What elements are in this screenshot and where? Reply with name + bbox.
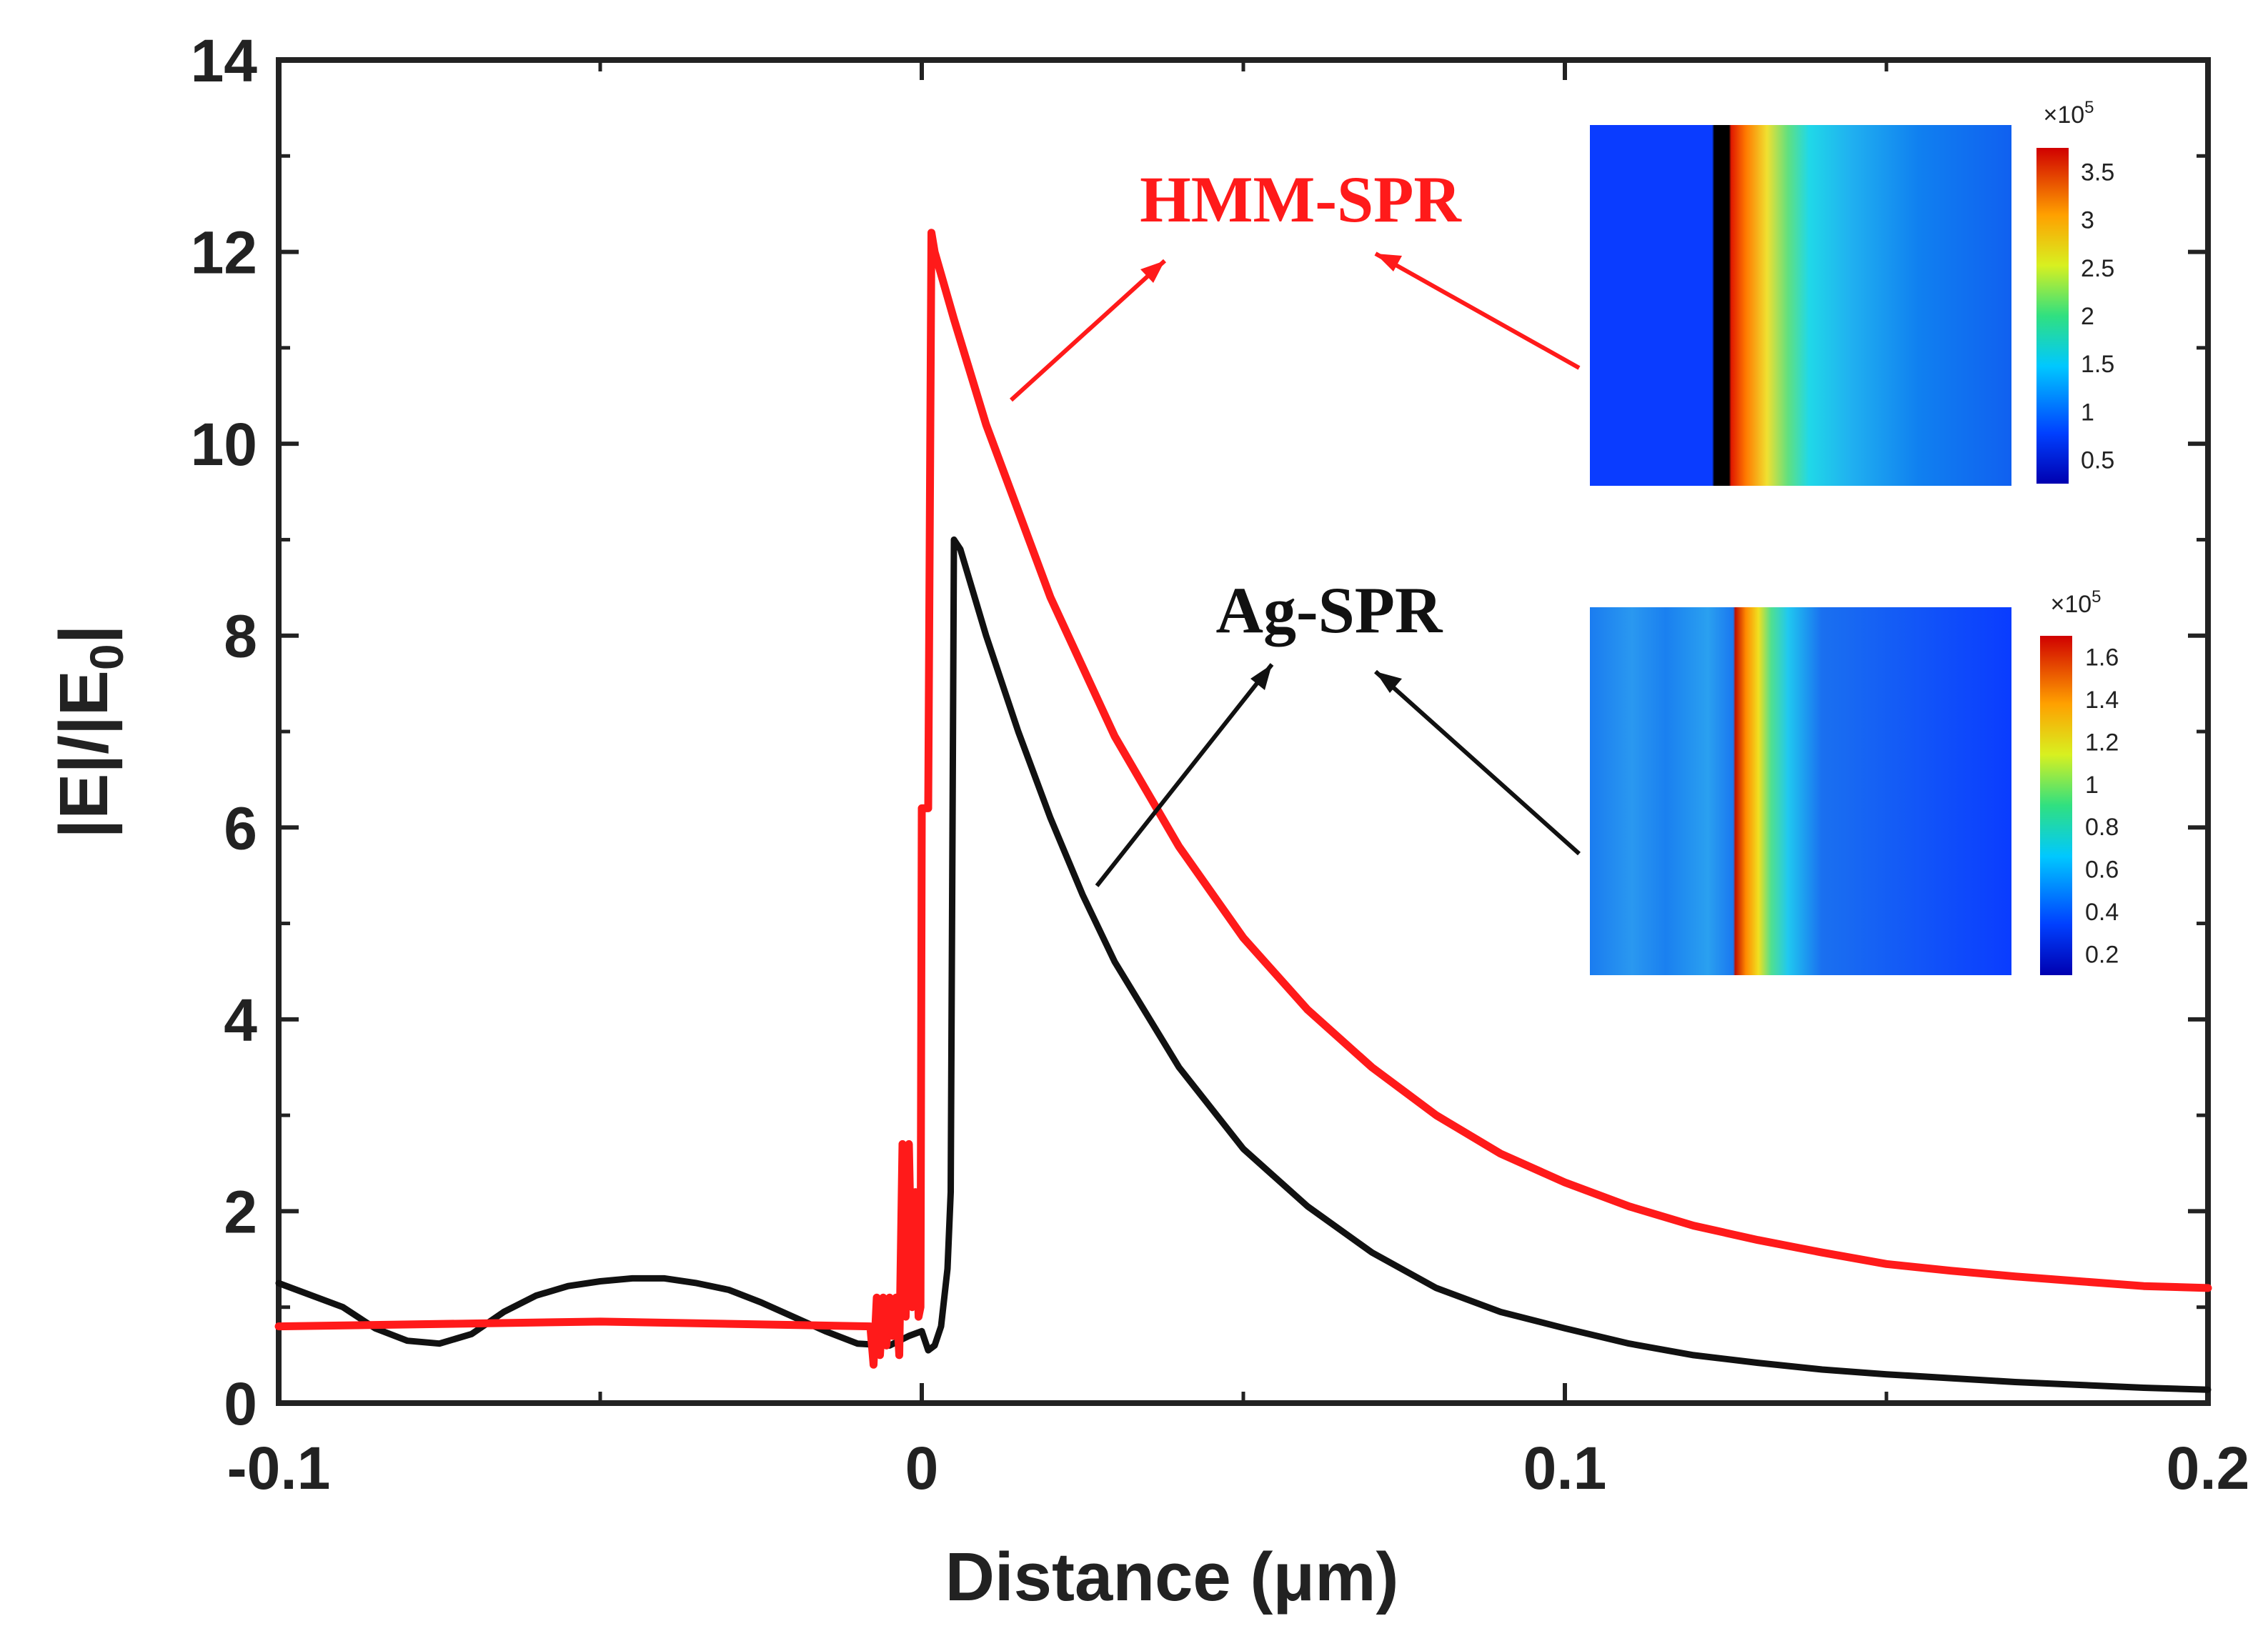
series-line-ag-spr	[275, 536, 2212, 1393]
x-tick-label: -0.1	[227, 1435, 331, 1502]
y-tick-label: 12	[191, 219, 257, 286]
x-tick-label: 0.2	[2167, 1435, 2250, 1502]
inset-hmm-map	[1590, 125, 2011, 486]
inset-hmm-colorbar	[2036, 148, 2069, 484]
x-tick-label: 0.1	[1523, 1435, 1607, 1502]
colorbar-tick-label: 0.2	[2085, 941, 2119, 968]
y-tick-label: 4	[224, 987, 257, 1054]
colorbar-tick-label: 1.4	[2085, 687, 2119, 714]
colorbar-tick-label: 0.4	[2085, 899, 2119, 926]
y-axis-title-end: |	[46, 625, 123, 644]
y-axis-title-main: |E|/|E	[46, 670, 123, 838]
tick-marks	[277, 58, 2210, 1405]
arrow-hmm-curve	[1009, 259, 1167, 402]
colorbar-tick-label: 0.5	[2081, 447, 2114, 474]
y-tick-label: 14	[191, 27, 258, 94]
inset-ag-colorbar	[2040, 636, 2072, 975]
inset-hmm-exp-base: ×10	[2043, 101, 2084, 129]
y-tick-label: 10	[191, 411, 257, 478]
colorbar-tick-label: 3.5	[2081, 159, 2114, 186]
x-tick-label: 0	[905, 1435, 939, 1502]
inset-ag-exp-power: 5	[2092, 587, 2101, 607]
inset-ag-field-map: ×105 1.6 1.4 1.2 1 0.8 0.6 0.4 0.2	[1590, 587, 2119, 975]
colorbar-tick-label: 2.5	[2081, 255, 2114, 282]
y-tick-label: 2	[224, 1178, 257, 1245]
arrow-ag-inset	[1373, 669, 1581, 856]
colorbar-tick-label: 1.5	[2081, 351, 2114, 378]
y-tick-label: 6	[224, 794, 257, 862]
inset-ag-map	[1590, 607, 2011, 975]
label-ag-spr: Ag-SPR	[1216, 574, 1443, 647]
arrowhead-hmm-inset	[1376, 254, 1402, 271]
y-axis-title: |E|/|E0|	[46, 625, 133, 839]
y-tick-label: 8	[224, 603, 257, 670]
y-tick-label: 0	[224, 1370, 257, 1437]
colorbar-tick-label: 0.6	[2085, 857, 2119, 884]
x-axis-title: Distance (μm)	[945, 1539, 1399, 1615]
series-line-hmm-spr	[274, 229, 2212, 1369]
colorbar-tick-label: 3	[2081, 207, 2094, 234]
inset-hmm-colorbar-ticks: 3.5 3 2.5 2 1.5 1 0.5	[2081, 159, 2114, 474]
inset-hmm-colorbar-exponent: ×105	[2043, 98, 2094, 129]
arrowhead-ag-inset	[1376, 672, 1402, 693]
colorbar-tick-label: 2	[2081, 303, 2094, 330]
colorbar-tick-label: 1.2	[2085, 729, 2119, 756]
inset-ag-colorbar-ticks: 1.6 1.4 1.2 1 0.8 0.6 0.4 0.2	[2085, 644, 2119, 969]
series-group	[274, 229, 2212, 1393]
arrow-hmm-inset	[1374, 251, 1581, 370]
inset-hmm-field-map: ×105 3.5 3 2.5 2 1.5 1 0.5	[1590, 98, 2114, 486]
arrowhead-hmm-curve	[1140, 261, 1165, 283]
annotation-arrows	[1009, 251, 1581, 887]
arrow-ag-curve	[1095, 663, 1274, 887]
colorbar-tick-label: 1.6	[2085, 644, 2119, 672]
arrowhead-ag-curve	[1250, 664, 1272, 690]
colorbar-tick-label: 0.8	[2085, 814, 2119, 841]
colorbar-tick-label: 1	[2081, 399, 2094, 426]
y-axis-title-sub: 0	[80, 644, 133, 670]
inset-hmm-exp-power: 5	[2084, 98, 2094, 117]
colorbar-tick-label: 1	[2085, 772, 2099, 799]
label-hmm-spr: HMM-SPR	[1140, 163, 1462, 236]
inset-ag-exp-base: ×10	[2050, 591, 2092, 618]
inset-ag-colorbar-exponent: ×105	[2050, 587, 2101, 618]
